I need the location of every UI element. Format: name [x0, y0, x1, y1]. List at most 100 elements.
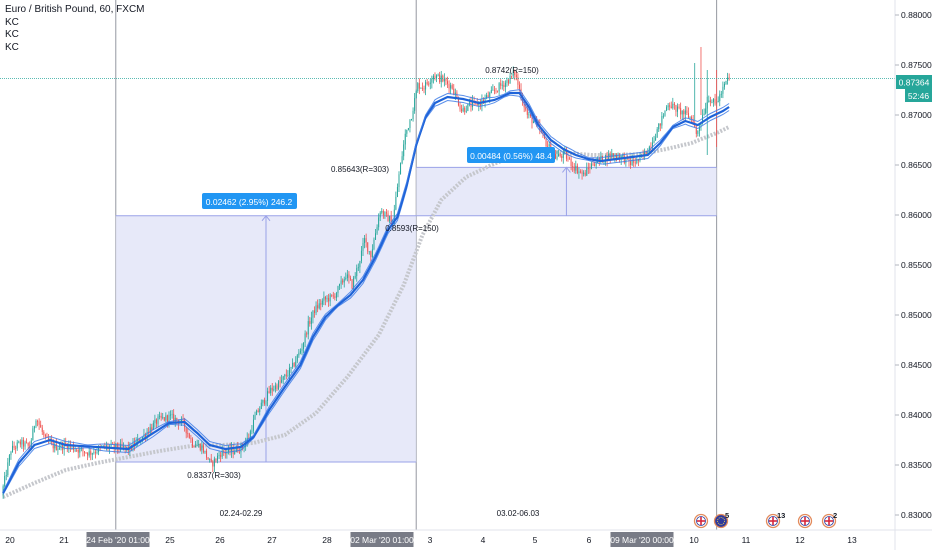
candle-body [376, 227, 378, 234]
candle-body [76, 449, 78, 451]
candle-body [432, 75, 434, 79]
candle-body [434, 75, 436, 79]
event-badge: 13 [777, 511, 785, 520]
candle-body [290, 367, 292, 368]
candle-body [472, 100, 474, 107]
candle-body [590, 163, 592, 169]
candle-body [393, 209, 395, 224]
candle-body [684, 110, 686, 115]
candle-body [249, 431, 251, 439]
price-tick-label: 0.83000 [901, 510, 932, 520]
candle-body [21, 439, 23, 445]
time-tick-label: 20 [5, 535, 15, 545]
indicator-kc-1[interactable]: KC [5, 16, 19, 28]
candle-body [165, 415, 167, 421]
time-tick-label: 26 [215, 535, 225, 545]
candle-body [608, 153, 610, 161]
candle-body [681, 110, 683, 115]
candle-body [489, 92, 491, 98]
time-tick-label: 3 [428, 535, 433, 545]
candle-body [357, 267, 359, 269]
candle-body [487, 95, 489, 98]
candle-body [88, 451, 90, 456]
candle-body [639, 156, 641, 161]
candle-body [389, 216, 391, 222]
price-tick-label: 0.85000 [901, 310, 932, 320]
candle-body [30, 440, 32, 448]
candle-body [62, 443, 64, 450]
gbp-flag-icon[interactable]: 2 [821, 511, 838, 529]
candle-body [256, 410, 258, 416]
measure-range-arrowhead-2 [562, 166, 571, 173]
candle-body [209, 458, 211, 460]
candle-body [387, 213, 389, 222]
candle-body [306, 333, 308, 335]
candle-body [462, 107, 464, 112]
eur-flag-icon[interactable]: 5 [713, 511, 730, 529]
candle-body [509, 75, 511, 84]
candle-body [636, 158, 638, 164]
candle-body [240, 444, 242, 453]
gbp-flag-icon[interactable] [797, 513, 813, 529]
candle-body [82, 448, 84, 452]
price-tick-label: 0.88000 [901, 10, 932, 20]
price-tick-label: 0.85500 [901, 260, 932, 270]
candle-body [401, 156, 403, 164]
candle-body [26, 442, 28, 444]
candle-body [615, 154, 617, 159]
candle-body [281, 379, 283, 383]
candle-body [526, 109, 528, 115]
time-axis[interactable]: 20 21 24 Feb '20 01:00 25 26 27 28 02 Mar '20 0… [5, 532, 857, 547]
candle-body [43, 431, 45, 435]
candle-body [717, 101, 719, 103]
candle-body [33, 426, 35, 429]
indicator-kc-2[interactable]: KC [5, 29, 19, 40]
candle-body [119, 443, 121, 450]
candle-body [265, 400, 267, 404]
candle-body [578, 171, 580, 173]
candle-body [112, 443, 114, 445]
candle-body [412, 110, 414, 119]
candle-body [719, 94, 721, 102]
candle-body [24, 442, 26, 447]
time-tick-label: 27 [267, 535, 277, 545]
time-tick-label: 09 Mar '20 00:00 [610, 535, 674, 545]
candle-body [35, 420, 37, 427]
candle-body [196, 445, 198, 447]
candle-body [124, 445, 126, 448]
candle-body [54, 444, 56, 449]
candle-body [284, 374, 286, 377]
candle-body [332, 295, 334, 297]
candle-body [185, 427, 187, 434]
economic-events[interactable]: 5 13 2 [693, 511, 838, 529]
price-tick-label: 0.83500 [901, 460, 932, 470]
candle-body [581, 171, 583, 174]
candle-body [15, 447, 17, 449]
candle-body [500, 83, 502, 86]
candle-body [159, 415, 161, 417]
symbol-title[interactable]: Euro / British Pound, 60, FXCM [5, 4, 145, 15]
gbp-flag-icon[interactable]: 13 [765, 511, 786, 529]
candle-body [201, 445, 203, 451]
candle-body [324, 296, 326, 300]
candle-body [304, 333, 306, 343]
gbp-flag-icon[interactable] [693, 513, 709, 529]
candle-body [163, 417, 165, 421]
candle-body [723, 84, 725, 87]
candle-body [110, 443, 112, 447]
price-axis[interactable]: 0.88000 0.87500 0.87000 0.86500 0.86000 0.855… [895, 10, 932, 520]
candle-body [569, 158, 571, 160]
candle-body [349, 277, 351, 280]
candle-body [390, 216, 392, 225]
candle-body [204, 450, 206, 453]
candle-body [561, 156, 563, 158]
candle-body [573, 166, 575, 171]
candle-body [454, 92, 456, 95]
candle-body [251, 430, 253, 432]
candle-body [666, 107, 668, 111]
candle-body [199, 444, 201, 451]
candle-body [450, 85, 452, 89]
indicator-kc-3[interactable]: KC [5, 41, 19, 53]
time-tick-label: 25 [165, 535, 175, 545]
